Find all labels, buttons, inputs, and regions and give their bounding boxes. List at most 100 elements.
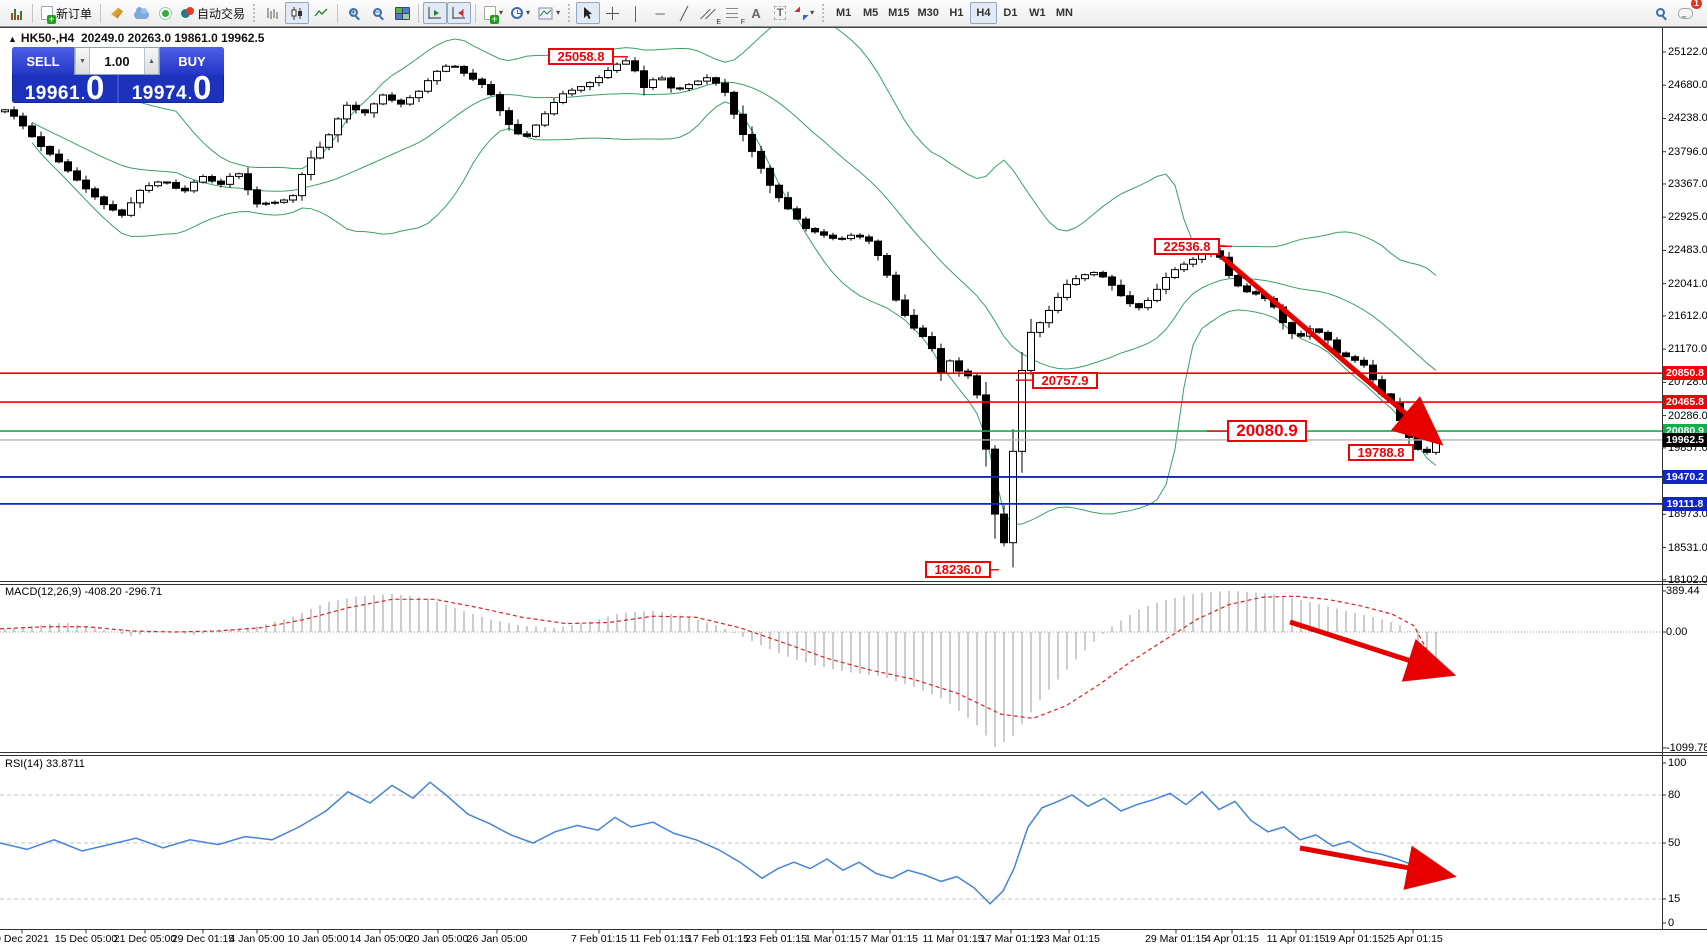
chart-canvas[interactable]: [0, 27, 1707, 947]
candlestick-icon: [291, 6, 303, 20]
zoom-in-icon: +: [348, 6, 358, 17]
price-annotation[interactable]: 20080.9: [1227, 420, 1307, 443]
channel-letter: E: [716, 19, 722, 26]
candlestick-chart-button[interactable]: [285, 2, 310, 24]
toolbar: 新订单 自动交易 + − ▾ ▾ ▾: [0, 0, 1707, 27]
fibonacci-letter: F: [740, 19, 746, 26]
crosshair-tool-button[interactable]: [600, 2, 624, 24]
tab-d1[interactable]: D1: [1003, 7, 1018, 19]
tab-mn[interactable]: MN: [1055, 7, 1073, 19]
price-annotation[interactable]: 18236.0: [925, 561, 991, 579]
buy-price-big-digit: 0: [192, 69, 212, 103]
fibonacci-tool-button[interactable]: F: [720, 2, 746, 26]
label-tool-icon: T: [773, 6, 787, 20]
tab-w1[interactable]: W1: [1029, 7, 1046, 19]
cloud-icon: [133, 7, 149, 19]
market-watch-button[interactable]: [105, 2, 129, 24]
search-button[interactable]: [1649, 2, 1673, 24]
buy-button[interactable]: BUY: [160, 47, 224, 75]
price-annotation[interactable]: 20757.9: [1032, 371, 1098, 389]
chevron-down-icon: ▾: [499, 8, 504, 17]
auto-scroll-button[interactable]: [423, 2, 448, 24]
signals-button[interactable]: [153, 2, 177, 24]
volume-decrease-button[interactable]: ▼: [75, 48, 90, 74]
arrows-icon: [796, 8, 807, 19]
buy-price-dot: .: [188, 86, 192, 102]
tab-h1[interactable]: H1: [949, 7, 964, 19]
tab-h4[interactable]: H4: [969, 2, 997, 24]
tile-windows-icon: [394, 6, 410, 20]
tile-windows-button[interactable]: [390, 2, 414, 24]
bar-chart-button[interactable]: [261, 2, 285, 24]
volume-value[interactable]: 1.00: [104, 53, 130, 69]
periods-button[interactable]: ▾: [507, 2, 534, 24]
chart-shift-button[interactable]: [447, 2, 472, 24]
indicators-icon: [484, 6, 500, 24]
tab-m30[interactable]: M30: [917, 7, 939, 19]
sell-price-big-digit: 0: [85, 69, 105, 103]
search-icon: [1655, 7, 1665, 17]
text-tool-icon: A: [751, 5, 761, 21]
new-order-icon: [41, 6, 56, 24]
sell-price-main: 19961: [24, 83, 81, 103]
one-click-trade-panel: SELL ▼ 1.00 ▲ BUY 19961. 0 19974. 0: [12, 47, 224, 103]
new-order-label: 新订单: [56, 6, 93, 21]
price-annotation[interactable]: 22536.8: [1154, 237, 1220, 255]
auto-trading-icon: [181, 7, 195, 19]
bar-chart-icon: [267, 8, 278, 19]
sell-price-dot: .: [81, 86, 85, 102]
new-chart-button[interactable]: [4, 2, 28, 24]
label-tool-button[interactable]: T: [768, 2, 792, 24]
price-annotation[interactable]: 25058.8: [548, 48, 614, 66]
community-button[interactable]: [129, 2, 153, 24]
volume-stepper: ▼ 1.00 ▲: [74, 47, 160, 75]
sell-button[interactable]: SELL: [12, 47, 74, 75]
chat-icon: [1677, 7, 1693, 19]
notification-badge: 1: [1691, 0, 1702, 9]
trendline-icon: ╱: [680, 5, 688, 21]
chart-shift-icon: [452, 7, 466, 19]
fibonacci-icon: [726, 8, 739, 18]
tab-m1[interactable]: M1: [835, 7, 852, 19]
arrows-tool-button[interactable]: ▾: [792, 2, 818, 24]
vertical-line-tool-button[interactable]: │: [624, 2, 648, 24]
zoom-in-button[interactable]: +: [342, 2, 366, 24]
horizontal-line-icon: ─: [655, 5, 665, 21]
line-chart-button[interactable]: [309, 2, 333, 24]
tab-m5[interactable]: M5: [862, 7, 879, 19]
zoom-out-icon: −: [372, 6, 382, 17]
buy-price-main: 19974: [131, 83, 188, 103]
chat-button[interactable]: 1: [1673, 0, 1702, 24]
signal-icon: [161, 9, 169, 17]
tab-m15[interactable]: M15: [888, 7, 910, 19]
chevron-down-icon: ▾: [526, 8, 531, 17]
broom-icon: [111, 7, 124, 19]
vertical-line-icon: │: [632, 5, 641, 21]
channel-icon: [700, 7, 716, 20]
auto-scroll-icon: [428, 7, 442, 19]
zoom-out-button[interactable]: −: [366, 2, 390, 24]
indicators-button[interactable]: ▾: [480, 2, 507, 24]
chevron-down-icon: ▾: [810, 8, 815, 17]
crosshair-icon: [605, 6, 619, 20]
new-order-button[interactable]: 新订单: [37, 2, 96, 24]
trendline-tool-button[interactable]: ╱: [672, 2, 696, 24]
auto-trading-button[interactable]: 自动交易: [177, 2, 249, 24]
sell-price[interactable]: 19961. 0: [12, 69, 117, 103]
channel-tool-button[interactable]: E: [696, 2, 722, 26]
horizontal-line-tool-button[interactable]: ─: [648, 2, 672, 24]
chart-window-icon: [10, 7, 22, 20]
price-annotation[interactable]: 19788.8: [1348, 444, 1414, 462]
templates-button[interactable]: ▾: [534, 2, 564, 24]
clock-icon: [511, 7, 524, 19]
text-tool-button[interactable]: A: [744, 2, 768, 24]
chevron-down-icon: ▾: [556, 8, 561, 17]
auto-trading-label: 自动交易: [197, 6, 246, 21]
buy-price[interactable]: 19974. 0: [119, 69, 224, 103]
volume-increase-button[interactable]: ▲: [144, 48, 159, 74]
template-icon: [538, 7, 553, 19]
cursor-icon: [584, 6, 593, 19]
cursor-tool-button[interactable]: [576, 2, 601, 24]
line-chart-icon: [313, 8, 328, 17]
